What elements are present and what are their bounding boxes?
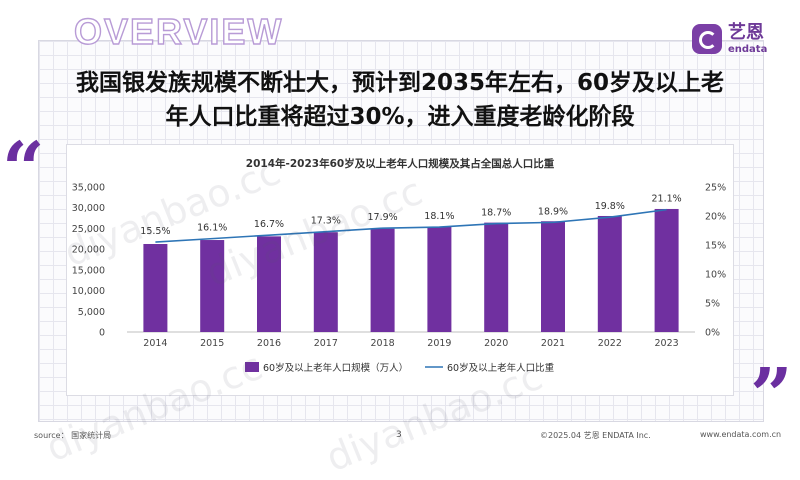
- bar: [257, 236, 281, 332]
- overview-title: OVERVIEW: [73, 11, 284, 52]
- data-label: 16.1%: [197, 223, 227, 234]
- bar: [143, 243, 168, 332]
- y-right-tick-label: 5%: [705, 299, 720, 310]
- x-tick-label: 2020: [484, 338, 508, 349]
- logo-text-en: endata: [728, 44, 768, 55]
- footer-source: source： 国家统计局: [34, 431, 112, 440]
- population-chart: 2014年-2023年60岁及以上老年人口规模及其占全国总人口比重 0 5,000 1…: [72, 157, 726, 374]
- bar: [654, 208, 679, 332]
- y-left-tick-label: 30,000: [72, 203, 105, 214]
- bar: [597, 215, 622, 332]
- y-left-tick-label: 10,000: [72, 286, 105, 297]
- data-label: 18.7%: [481, 208, 511, 219]
- bar: [370, 228, 395, 332]
- endata-logo-icon: [692, 24, 722, 54]
- x-tick-label: 2018: [371, 338, 395, 349]
- footer-url: www.endata.com.cn: [700, 430, 782, 439]
- y-right-tick-label: 10%: [705, 270, 726, 281]
- bar: [427, 226, 452, 332]
- data-label: 15.5%: [140, 226, 170, 237]
- headline-line-2: 年人口比重将超过30%，进入重度老龄化阶段: [165, 104, 635, 130]
- data-label: 18.9%: [538, 206, 568, 217]
- data-label: 16.7%: [254, 219, 284, 230]
- x-tick-label: 2017: [314, 338, 338, 349]
- chart-card: 2014年-2023年60岁及以上老年人口规模及其占全国总人口比重 0 5,000 1…: [66, 144, 734, 396]
- data-label: 17.9%: [368, 212, 398, 223]
- legend-line-label: 60岁及以上老年人口比重: [447, 362, 555, 374]
- x-tick-label: 2019: [427, 338, 451, 349]
- y-left-tick-label: 35,000: [72, 183, 105, 194]
- endata-logo: 艺恩 endata: [692, 22, 782, 58]
- y-left-tick-label: 25,000: [72, 224, 105, 235]
- chart-title: 2014年-2023年60岁及以上老年人口规模及其占全国总人口比重: [246, 157, 555, 170]
- open-quote-icon: “: [2, 127, 45, 213]
- y-left-tick-label: 5,000: [78, 307, 105, 318]
- x-tick-label: 2015: [200, 338, 224, 349]
- data-label: 18.1%: [424, 211, 454, 222]
- bar: [484, 222, 509, 332]
- y-left-tick-label: 15,000: [72, 265, 105, 276]
- y-right-tick-label: 15%: [705, 241, 726, 252]
- headline: 我国银发族规模不断壮大，预计到2035年左右，60岁及以上老 年人口比重将超过3…: [30, 66, 770, 134]
- bar: [313, 232, 338, 332]
- legend-bar-label: 60岁及以上老年人口规模（万人）: [263, 362, 408, 374]
- x-tick-label: 2014: [143, 338, 167, 349]
- data-label: 21.1%: [652, 194, 682, 205]
- data-label: 19.8%: [595, 201, 625, 212]
- y-left-tick-label: 0: [99, 328, 105, 339]
- x-tick-label: 2021: [541, 338, 565, 349]
- page-number: 3: [396, 430, 402, 440]
- y-right-tick-label: 20%: [705, 212, 726, 223]
- close-quote-icon: ”: [750, 353, 793, 439]
- ratio-line: [155, 208, 667, 243]
- bar: [541, 221, 565, 332]
- x-tick-label: 2022: [598, 338, 622, 349]
- legend-bar-swatch: [245, 362, 259, 372]
- y-left-tick-label: 20,000: [72, 245, 105, 256]
- bar: [200, 240, 225, 332]
- headline-line-1: 我国银发族规模不断壮大，预计到2035年左右，60岁及以上老: [75, 70, 725, 96]
- logo-text-cn: 艺恩: [728, 22, 764, 43]
- y-right-tick-label: 25%: [705, 183, 726, 194]
- data-label: 17.3%: [311, 216, 341, 227]
- footer-copyright: ©2025.04 艺恩 ENDATA Inc.: [540, 431, 651, 440]
- x-tick-label: 2016: [257, 338, 281, 349]
- x-tick-label: 2023: [655, 338, 679, 349]
- y-right-tick-label: 0%: [705, 328, 720, 339]
